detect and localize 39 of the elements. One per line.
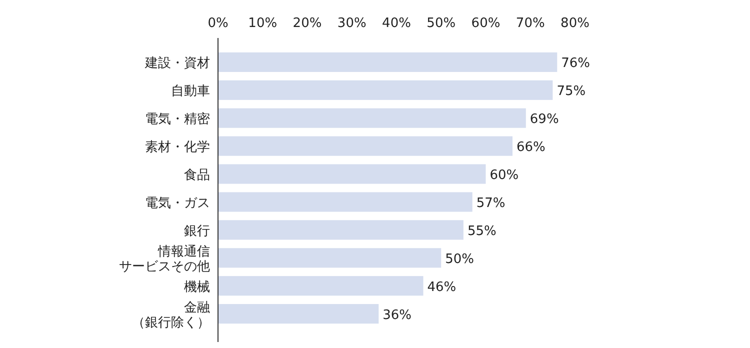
bar — [218, 136, 513, 156]
x-tick-label: 50% — [426, 16, 456, 31]
x-tick-label: 0% — [208, 16, 228, 31]
x-tick-label: 30% — [337, 16, 366, 31]
y-tick-label: 電気・ガス — [145, 196, 210, 211]
x-tick-label: 80% — [560, 16, 590, 31]
data-label: 60% — [490, 168, 519, 184]
data-label: 76% — [561, 56, 590, 72]
bar — [218, 52, 558, 72]
bar — [218, 248, 442, 268]
bar — [218, 192, 472, 212]
data-label: 66% — [516, 140, 546, 156]
y-tick-label: 建設・資材 — [144, 56, 210, 72]
bar — [218, 80, 553, 100]
x-tick-label: 40% — [382, 16, 411, 31]
bar — [218, 304, 379, 324]
y-tick-label: 自動車 — [171, 84, 210, 100]
data-label: 69% — [530, 112, 559, 128]
y-tick-label: 銀行 — [184, 224, 210, 239]
x-tick-label: 10% — [248, 16, 278, 31]
x-tick-label: 70% — [516, 16, 545, 31]
data-label: 55% — [467, 224, 496, 239]
data-label: 75% — [556, 84, 586, 100]
bar — [218, 164, 486, 184]
y-tick-label: 食品 — [184, 168, 210, 184]
y-tick-label: 電気・精密 — [145, 112, 210, 128]
y-tick-label: 素材・化学 — [145, 140, 210, 156]
y-tick-label: 金融（銀行除く） — [132, 300, 210, 330]
bar — [218, 220, 464, 240]
data-label: 57% — [476, 196, 506, 211]
bar — [218, 108, 526, 128]
data-label: 36% — [382, 308, 412, 323]
bar — [218, 276, 424, 296]
y-tick-label: 機械 — [184, 280, 210, 295]
x-tick-label: 60% — [471, 16, 500, 31]
data-label: 46% — [427, 280, 456, 295]
x-tick-label: 20% — [292, 16, 322, 31]
data-label: 50% — [445, 252, 474, 267]
y-tick-label: 情報通信サービスその他 — [119, 244, 210, 274]
